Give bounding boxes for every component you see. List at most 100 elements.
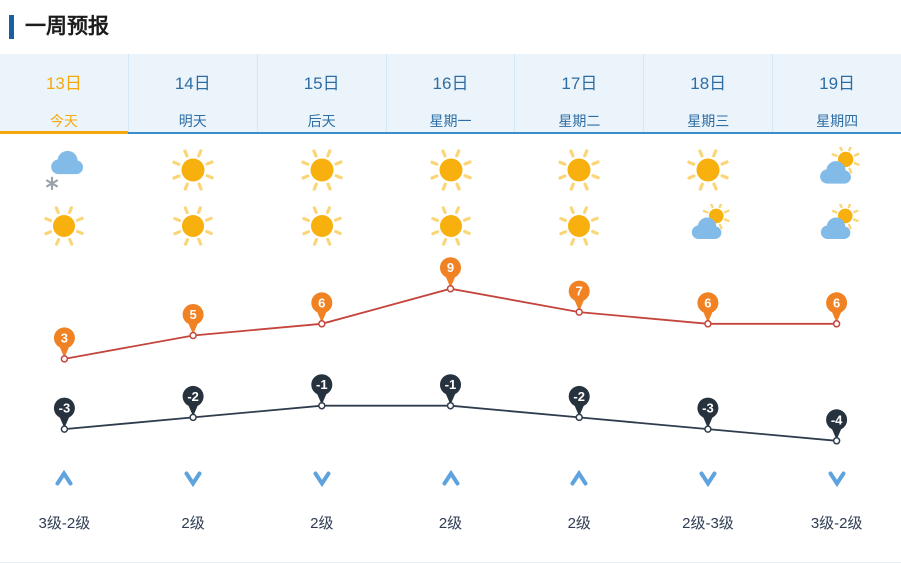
wind-level-label: 2级-3级 — [682, 515, 734, 532]
wind-level-label: 3级-2级 — [810, 515, 863, 532]
svg-text:-2: -2 — [573, 389, 585, 404]
high-temp-point — [704, 320, 712, 328]
high-temp-point — [446, 284, 455, 293]
sun-icon — [430, 206, 471, 246]
low-temp-pin: -3 — [697, 397, 719, 429]
weather-icon-cell — [0, 198, 129, 254]
wind-level-label: 3级-2级 — [38, 515, 91, 532]
wind-arrow-cell — [129, 460, 258, 496]
sun-icon — [687, 149, 729, 191]
high-temp-pin: 6 — [311, 292, 333, 323]
day-date: 17日 — [561, 74, 598, 93]
day-tab-17[interactable]: 17日 星期二 — [514, 54, 643, 132]
wind-arrow-cell — [257, 460, 386, 496]
high-temp-point — [832, 320, 841, 328]
low-temp-pin: -1 — [311, 374, 333, 405]
high-temp-pin: 7 — [568, 280, 590, 312]
day-date: 18日 — [690, 74, 727, 93]
day-tab-13[interactable]: 13日 今天 — [0, 54, 128, 134]
svg-text:-2: -2 — [187, 389, 199, 404]
day-tab-15[interactable]: 15日 后天 — [256, 54, 386, 132]
svg-text:3: 3 — [61, 330, 68, 345]
partly-icon — [820, 204, 859, 240]
page-title: 一周预报 — [25, 15, 109, 38]
weather-icon-cell — [257, 198, 386, 254]
low-temp-pin: -1 — [440, 374, 461, 405]
svg-text:6: 6 — [318, 295, 325, 310]
nighttime-icons-row — [0, 198, 901, 254]
day-tab-14[interactable]: 14日 明天 — [127, 54, 257, 132]
wind-arrow-cell — [515, 460, 644, 496]
day-name: 今天 — [49, 113, 78, 129]
partly-icon — [819, 147, 860, 184]
title-accent-bar — [9, 15, 14, 39]
sun-icon — [301, 149, 343, 191]
weather-icon-cell — [129, 198, 258, 254]
wind-arrow-cell — [644, 460, 773, 496]
svg-text:-1: -1 — [316, 377, 328, 392]
high-temp-pin: 6 — [697, 292, 719, 323]
high-temp-pin: 5 — [182, 304, 204, 335]
day-name: 星期三 — [687, 113, 730, 129]
low-temp-point — [189, 413, 197, 422]
svg-text:-4: -4 — [831, 412, 843, 427]
day-date: 16日 — [432, 74, 469, 93]
weather-icon-cell — [644, 198, 773, 254]
wind-arrow-cell — [386, 460, 515, 496]
day-date: 14日 — [174, 74, 211, 93]
low-temp-pin: -3 — [53, 397, 75, 429]
day-date: 15日 — [303, 74, 340, 93]
svg-text:-3: -3 — [702, 401, 714, 416]
day-name: 星期四 — [816, 113, 859, 129]
day-name: 星期二 — [558, 113, 601, 129]
wind-level-label: 2级 — [438, 515, 463, 532]
wind-down-icon — [699, 471, 717, 487]
wind-level-label: 2级 — [567, 515, 591, 532]
weather-icon-cell — [386, 142, 515, 198]
weather-icon-cell — [515, 198, 644, 254]
weather-icon-cell — [644, 142, 773, 198]
day-name: 明天 — [178, 113, 207, 129]
day-date: 19日 — [819, 74, 856, 93]
svg-text:9: 9 — [447, 260, 454, 275]
day-tab-18[interactable]: 18日 星期三 — [643, 54, 772, 132]
weather-icon-cell — [772, 142, 901, 198]
wind-level-label: 2级 — [181, 515, 205, 532]
weather-icon-cell — [257, 142, 386, 198]
svg-text:6: 6 — [833, 295, 840, 310]
daytime-icons-row — [0, 142, 901, 198]
low-temp-point — [446, 401, 455, 410]
weather-icon-cell — [386, 198, 515, 254]
low-temp-point — [704, 425, 712, 433]
day-name: 星期一 — [429, 113, 472, 129]
wind-direction-row — [0, 460, 901, 496]
low-temp-pin: -2 — [568, 385, 590, 417]
low-temp-point — [832, 437, 841, 445]
wind-level-label: 2级 — [310, 515, 334, 532]
widget-header: 一周预报 — [0, 0, 901, 42]
day-tab-16[interactable]: 16日 星期一 — [385, 54, 515, 132]
low-temp-point — [318, 401, 326, 410]
wind-down-icon — [313, 471, 331, 487]
sun-icon — [558, 149, 600, 191]
wind-up-icon — [570, 469, 588, 485]
high-temp-pin: 9 — [440, 257, 461, 288]
svg-text:7: 7 — [576, 284, 583, 299]
day-tab-19[interactable]: 19日 星期四 — [772, 54, 901, 132]
low-temp-point — [575, 413, 583, 422]
low-temp-point — [60, 425, 69, 433]
svg-text:-1: -1 — [445, 377, 457, 392]
day-date: 13日 — [45, 74, 82, 93]
weather-icon-cell — [0, 142, 129, 198]
high-temp-point — [189, 331, 197, 340]
sun-icon — [559, 206, 600, 246]
sun-icon — [429, 149, 472, 191]
wind-down-icon — [184, 471, 202, 487]
high-temp-pin: 3 — [53, 327, 75, 358]
weather-icon-cell — [515, 142, 644, 198]
sun-icon — [173, 206, 213, 246]
low-temp-pin: -2 — [182, 385, 204, 417]
low-temp-line — [64, 404, 837, 442]
high-temp-pin: 6 — [826, 292, 848, 323]
